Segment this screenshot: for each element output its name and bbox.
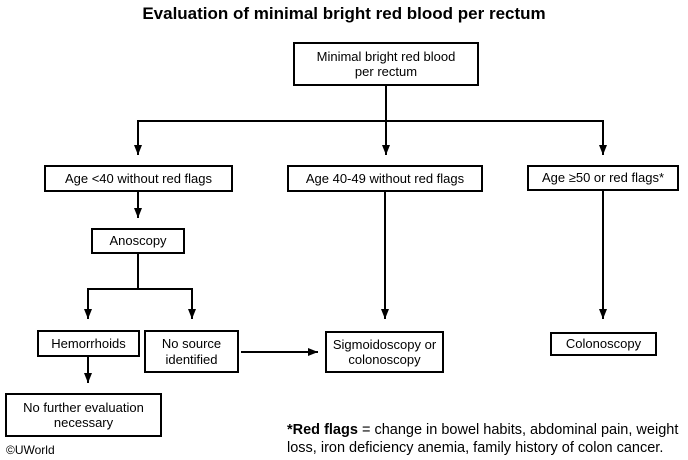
flowchart-node-age-lt40: Age <40 without red flags bbox=[44, 165, 233, 192]
node-label: Minimal bright red blood per rectum bbox=[316, 48, 456, 79]
node-label: Age <40 without red flags bbox=[64, 170, 213, 186]
node-label: Sigmoidoscopy or colonoscopy bbox=[332, 336, 437, 367]
flowchart-node-colonoscopy: Colonoscopy bbox=[550, 332, 657, 356]
footnote-definition: = change in bowel habits, abdominal pain… bbox=[287, 422, 679, 456]
flowchart-node-anoscopy: Anoscopy bbox=[91, 228, 185, 254]
flowchart-node-age-ge50: Age ≥50 or red flags* bbox=[527, 165, 679, 191]
footnote-term: *Red flags bbox=[287, 422, 358, 438]
page-title: Evaluation of minimal bright red blood p… bbox=[142, 4, 546, 23]
red-flags-footnote: *Red flags = change in bowel habits, abd… bbox=[287, 421, 687, 457]
node-label: Age 40-49 without red flags bbox=[305, 170, 465, 186]
node-label: Colonoscopy bbox=[565, 336, 642, 352]
node-label: Age ≥50 or red flags* bbox=[541, 170, 665, 186]
flowchart-node-age-40-49: Age 40-49 without red flags bbox=[287, 165, 483, 192]
node-label: No source identified bbox=[161, 336, 222, 367]
flowchart-node-sigmoidoscopy: Sigmoidoscopy or colonoscopy bbox=[325, 331, 444, 373]
flowchart-node-root: Minimal bright red blood per rectum bbox=[293, 42, 479, 86]
flowchart-node-no-further-eval: No further evaluation necessary bbox=[5, 393, 162, 437]
uworld-copyright: ©UWorld bbox=[6, 443, 55, 457]
flowchart-node-hemorrhoids: Hemorrhoids bbox=[37, 330, 140, 357]
flowchart-node-no-source: No source identified bbox=[144, 330, 239, 373]
node-label: No further evaluation necessary bbox=[23, 399, 144, 430]
node-label: Anoscopy bbox=[109, 233, 167, 249]
node-label: Hemorrhoids bbox=[51, 335, 126, 351]
